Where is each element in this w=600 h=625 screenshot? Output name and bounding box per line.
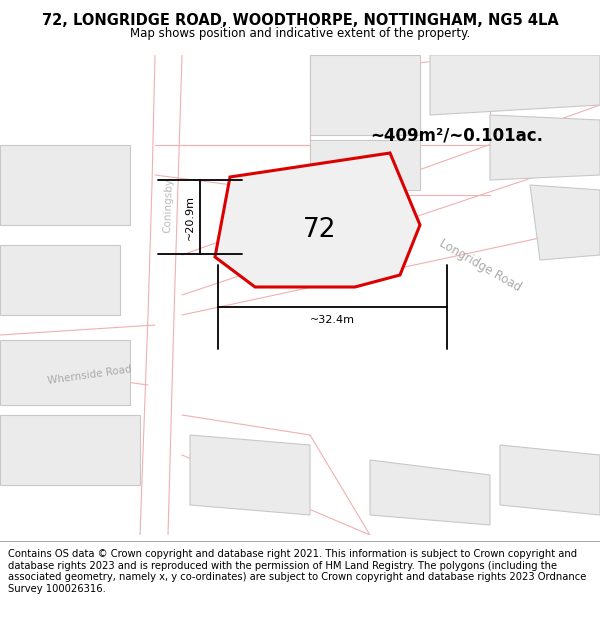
Text: 72: 72 (303, 217, 337, 243)
Text: Contains OS data © Crown copyright and database right 2021. This information is : Contains OS data © Crown copyright and d… (8, 549, 586, 594)
Polygon shape (0, 145, 130, 225)
Polygon shape (215, 153, 420, 287)
Polygon shape (0, 340, 130, 405)
Text: Longridge Road: Longridge Road (437, 236, 523, 294)
Polygon shape (430, 55, 600, 115)
Polygon shape (500, 445, 600, 515)
Polygon shape (490, 115, 600, 180)
Text: 72, LONGRIDGE ROAD, WOODTHORPE, NOTTINGHAM, NG5 4LA: 72, LONGRIDGE ROAD, WOODTHORPE, NOTTINGH… (41, 12, 559, 28)
Text: Whernside Road: Whernside Road (47, 364, 133, 386)
Polygon shape (0, 245, 120, 315)
Polygon shape (310, 55, 420, 135)
Text: Coningsby: Coningsby (162, 177, 174, 232)
Text: Map shows position and indicative extent of the property.: Map shows position and indicative extent… (130, 27, 470, 40)
Polygon shape (310, 140, 420, 190)
Text: ~409m²/~0.101ac.: ~409m²/~0.101ac. (370, 126, 543, 144)
Polygon shape (0, 415, 140, 485)
Polygon shape (190, 435, 310, 515)
Text: ~20.9m: ~20.9m (185, 194, 195, 239)
Polygon shape (530, 185, 600, 260)
Polygon shape (370, 460, 490, 525)
Text: ~32.4m: ~32.4m (310, 315, 355, 325)
